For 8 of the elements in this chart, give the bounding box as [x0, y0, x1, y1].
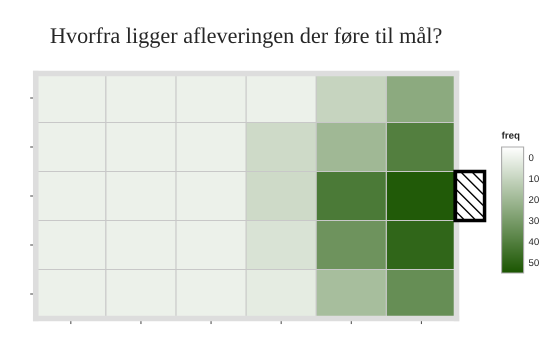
color-bar-label: 20	[528, 196, 539, 204]
color-bar-label: 0	[528, 154, 534, 162]
color-bar-title: freq	[502, 132, 520, 141]
color-bar-label: 40	[528, 238, 539, 246]
chart-title: Hvorfra ligger afleveringen der føre til mål?	[50, 26, 442, 48]
color-bar-label: 10	[529, 175, 539, 182]
color-bar-label: 50	[528, 259, 539, 266]
color-bar-label: 30	[528, 217, 539, 224]
